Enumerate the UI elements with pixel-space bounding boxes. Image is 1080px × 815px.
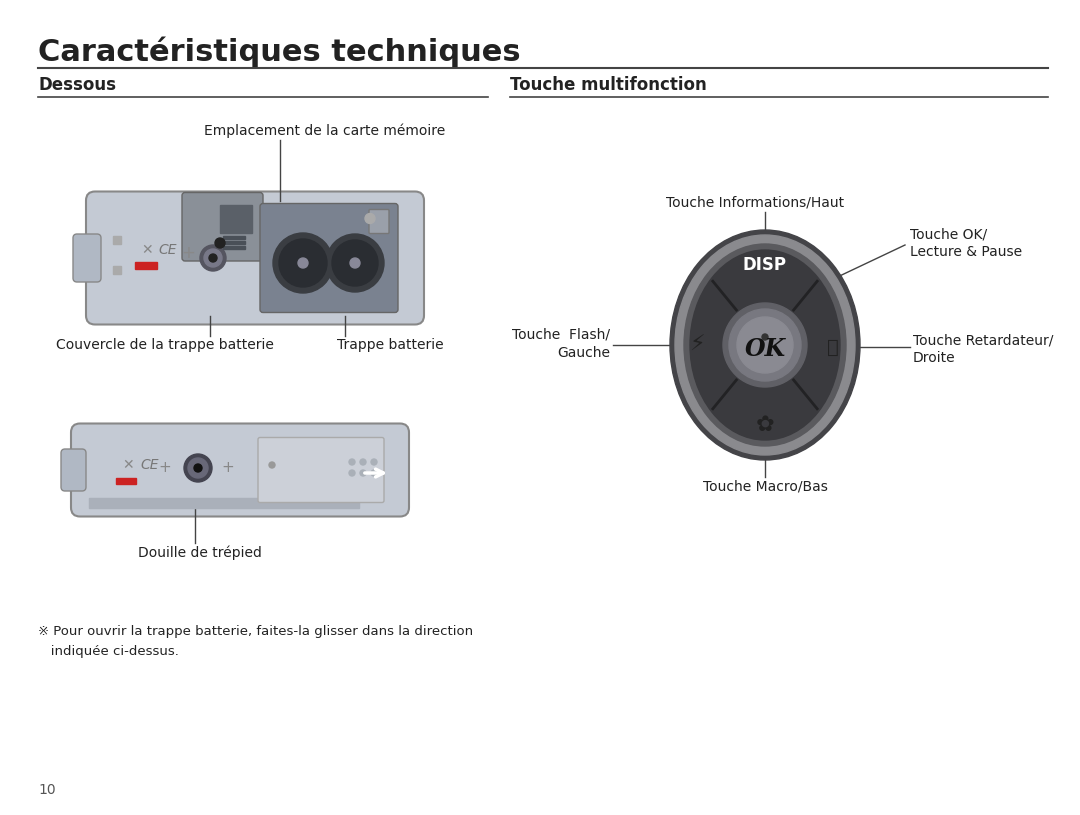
Text: Touche multifonction: Touche multifonction	[510, 76, 706, 94]
Text: ⏻: ⏻	[827, 337, 839, 356]
Bar	[89, 497, 359, 508]
Bar	[222, 245, 245, 249]
FancyBboxPatch shape	[369, 209, 389, 234]
Text: Douille de trépied: Douille de trépied	[138, 545, 262, 560]
Circle shape	[298, 258, 308, 268]
Circle shape	[332, 240, 378, 286]
FancyBboxPatch shape	[258, 438, 384, 503]
Text: Touche Macro/Bas: Touche Macro/Bas	[703, 480, 827, 494]
FancyBboxPatch shape	[183, 192, 264, 261]
Circle shape	[723, 303, 807, 387]
Text: Trappe batterie: Trappe batterie	[337, 338, 443, 352]
Text: Lecture & Pause: Lecture & Pause	[910, 245, 1022, 259]
Circle shape	[372, 470, 377, 476]
Circle shape	[737, 317, 793, 373]
Bar	[113, 236, 121, 244]
Text: Touche  Flash/: Touche Flash/	[512, 328, 610, 342]
Text: ✕: ✕	[141, 243, 152, 257]
Bar	[220, 205, 252, 232]
Text: OK: OK	[744, 337, 785, 361]
Circle shape	[372, 459, 377, 465]
Circle shape	[204, 249, 222, 267]
Text: ※ Pour ouvrir la trappe batterie, faites-la glisser dans la direction
   indiqué: ※ Pour ouvrir la trappe batterie, faites…	[38, 625, 473, 658]
Bar	[222, 236, 245, 239]
Circle shape	[279, 239, 327, 287]
Circle shape	[762, 334, 768, 340]
Bar	[116, 478, 136, 484]
Text: CE: CE	[159, 243, 177, 257]
Circle shape	[273, 233, 333, 293]
Text: ⚡: ⚡	[689, 335, 705, 355]
FancyBboxPatch shape	[260, 204, 399, 312]
Text: DISP: DISP	[743, 256, 787, 274]
Text: Droite: Droite	[913, 351, 956, 365]
Ellipse shape	[690, 250, 840, 440]
Bar	[113, 266, 121, 274]
FancyBboxPatch shape	[60, 449, 86, 491]
Circle shape	[194, 464, 202, 472]
Bar	[222, 240, 245, 244]
Circle shape	[326, 234, 384, 292]
Circle shape	[349, 459, 355, 465]
Text: Couvercle de la trappe batterie: Couvercle de la trappe batterie	[56, 338, 274, 352]
Circle shape	[184, 454, 212, 482]
Text: Touche Retardateur/: Touche Retardateur/	[913, 333, 1053, 347]
Text: Emplacement de la carte mémoire: Emplacement de la carte mémoire	[204, 124, 446, 138]
Text: Touche Informations/Haut: Touche Informations/Haut	[666, 196, 845, 210]
Circle shape	[188, 458, 208, 478]
Circle shape	[349, 470, 355, 476]
Circle shape	[269, 462, 275, 468]
Text: +: +	[181, 244, 194, 262]
Text: 10: 10	[38, 783, 56, 797]
Text: Caractéristiques techniques: Caractéristiques techniques	[38, 37, 521, 68]
Circle shape	[210, 254, 217, 262]
Text: Dessous: Dessous	[38, 76, 116, 94]
FancyBboxPatch shape	[73, 234, 102, 282]
Circle shape	[365, 214, 375, 223]
Circle shape	[360, 459, 366, 465]
Text: +: +	[159, 460, 172, 475]
Circle shape	[200, 245, 226, 271]
Ellipse shape	[670, 230, 860, 460]
Ellipse shape	[684, 244, 846, 446]
Text: Touche OK/: Touche OK/	[910, 228, 987, 242]
FancyBboxPatch shape	[86, 192, 424, 324]
Text: ✕: ✕	[122, 458, 134, 472]
Text: CE: CE	[140, 458, 159, 472]
Circle shape	[729, 309, 801, 381]
Text: +: +	[221, 460, 234, 475]
Circle shape	[360, 470, 366, 476]
Circle shape	[215, 238, 225, 248]
Ellipse shape	[675, 235, 855, 455]
FancyBboxPatch shape	[71, 424, 409, 517]
Circle shape	[350, 258, 360, 268]
Bar	[135, 262, 157, 269]
Text: Gauche: Gauche	[557, 346, 610, 360]
Text: ✿: ✿	[756, 415, 774, 435]
